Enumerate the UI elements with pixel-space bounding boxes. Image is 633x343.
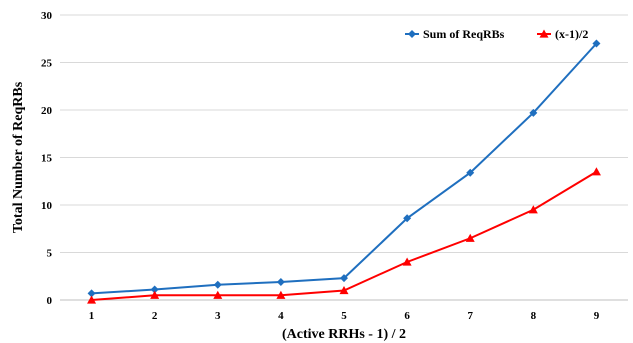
series-2 (87, 167, 601, 304)
x-tick-labels: 1 2 3 4 5 6 7 8 9 (89, 310, 600, 322)
x-tick-label: 5 (341, 310, 347, 322)
y-tick-label: 0 (47, 295, 53, 307)
x-axis-label: (Active RRHs - 1) / 2 (282, 327, 406, 342)
x-tick-label: 8 (531, 310, 537, 322)
data-point (150, 290, 160, 299)
x-tick-label: 6 (404, 310, 410, 322)
y-tick-label: 15 (41, 153, 53, 165)
y-axis-label: Total Number of ReqRBs (11, 81, 26, 233)
legend: Sum of ReqRBs (x-1)/2 (405, 27, 588, 41)
data-point (528, 205, 538, 214)
data-point (466, 168, 475, 177)
y-tick-label: 10 (41, 200, 53, 212)
x-tick-label: 3 (215, 310, 221, 322)
data-point (592, 39, 601, 48)
data-point (276, 290, 286, 299)
y-tick-labels: 0 5 10 15 20 25 30 (41, 10, 53, 307)
x-tick-label: 4 (278, 310, 284, 322)
legend-label: (x-1)/2 (555, 27, 588, 41)
x-tick-label: 7 (467, 310, 473, 322)
data-point (529, 108, 538, 117)
data-point (340, 274, 348, 283)
gridlines (60, 14, 628, 253)
data-point (591, 167, 601, 176)
x-tick-label: 9 (594, 310, 600, 322)
legend-marker (539, 29, 549, 38)
y-tick-label: 25 (41, 58, 53, 70)
data-point (339, 286, 349, 295)
data-point (403, 214, 412, 223)
legend-marker (408, 30, 416, 38)
series-group (87, 39, 601, 304)
series-1 (87, 39, 601, 298)
legend-entry: Sum of ReqRBs (405, 27, 505, 41)
x-tick-label: 2 (152, 310, 158, 322)
series-line (91, 42, 598, 295)
data-point (213, 280, 222, 289)
y-tick-label: 30 (41, 10, 53, 22)
y-tick-label: 20 (41, 105, 53, 117)
data-point (276, 277, 285, 286)
data-point (465, 233, 475, 242)
y-tick-label: 5 (47, 248, 53, 260)
data-point (87, 295, 97, 304)
data-point (87, 289, 96, 298)
data-point (150, 285, 159, 294)
legend-entry: (x-1)/2 (537, 27, 588, 41)
legend-label: Sum of ReqRBs (423, 27, 505, 41)
x-tick-label: 1 (89, 310, 95, 322)
data-point (402, 257, 412, 266)
data-point (213, 290, 223, 299)
